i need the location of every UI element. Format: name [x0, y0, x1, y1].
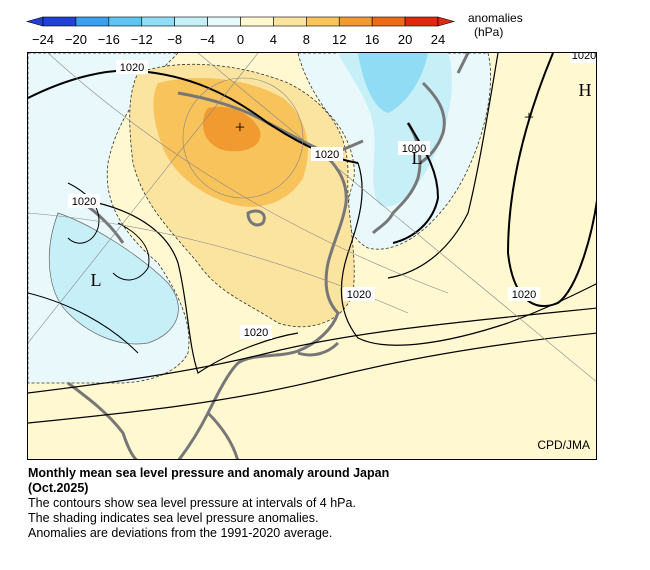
- contour-label: 1000: [402, 143, 426, 155]
- colorbar-tick-label: 12: [332, 32, 346, 47]
- contour-label: 1020: [120, 62, 144, 74]
- colorbar-tick-label: 4: [270, 32, 277, 47]
- colorbar-swatch: [273, 16, 307, 27]
- legend-title: anomalies: [468, 11, 523, 25]
- colorbar-right-arrow: [437, 16, 456, 27]
- caption-line3: The contours show sea level pressure at …: [28, 496, 356, 510]
- colorbar-tick-label: 0: [237, 32, 244, 47]
- colorbar-swatch: [371, 16, 406, 27]
- colorbar-tick-label: 24: [431, 32, 445, 47]
- contour-label: 1020: [512, 289, 536, 301]
- anomaly-colorbar: −24 −20 −16 −12 −8 −4 0 4 8 12 16 20 24: [25, 16, 456, 47]
- colorbar-left-arrow: [25, 16, 44, 27]
- contour-label: 1020: [347, 289, 371, 301]
- colorbar-swatch: [306, 16, 340, 27]
- colorbar-tick-label: −8: [167, 32, 182, 47]
- legend-unit: (hPa): [474, 25, 504, 39]
- colorbar-ticks: −24 −20 −16 −12 −8 −4 0 4 8 12 16 20 24: [32, 32, 445, 47]
- colorbar-tick-label: −16: [98, 32, 120, 47]
- colorbar-swatch: [42, 16, 77, 27]
- colorbar-swatch: [108, 16, 143, 27]
- colorbar-tick-label: −24: [32, 32, 54, 47]
- contour-labels: 1020 1020 1020 1020 1020 1020 1000 1020: [68, 53, 596, 339]
- colorbar-swatch: [75, 16, 110, 27]
- colorbar-tick-label: 20: [398, 32, 412, 47]
- positive-anomaly-max: [203, 106, 261, 152]
- colorbar-tick-label: 8: [303, 32, 310, 47]
- colorbar-swatch: [141, 16, 175, 27]
- isobars: [28, 53, 596, 424]
- anomaly-center-plus: +: [235, 117, 245, 137]
- low-pressure-symbol-east: L: [412, 148, 423, 168]
- coastlines: [67, 53, 470, 459]
- colorbar-swatch: [240, 16, 274, 27]
- colorbar-tick-label: 16: [365, 32, 379, 47]
- colorbar-tick-label: −12: [131, 32, 153, 47]
- low-pressure-symbol-west: L: [91, 270, 102, 290]
- colorbar-swatch: [338, 16, 373, 27]
- pressure-symbols: H L L + +: [91, 80, 592, 290]
- credit-label: CPD/JMA: [537, 438, 590, 452]
- deeper-negative-west: [48, 212, 179, 345]
- high-pressure-symbol: H: [579, 80, 592, 100]
- contour-label: 1020: [244, 327, 268, 339]
- high-center-plus: +: [524, 107, 534, 127]
- deepest-negative-east: [358, 53, 428, 113]
- colorbar-tick-label: −20: [65, 32, 87, 47]
- caption-title-line2: (Oct.2025): [28, 481, 89, 495]
- colorbar-swatch: [174, 16, 208, 27]
- caption-title-line1: Monthly mean sea level pressure and anom…: [28, 466, 390, 480]
- colorbar-swatches: [25, 16, 456, 27]
- caption-line4: The shading indicates sea level pressure…: [28, 511, 319, 525]
- pressure-map: 1020 1020 1020 1020 1020 1020 1000 1020 …: [27, 52, 597, 460]
- colorbar-tick-label: −4: [200, 32, 215, 47]
- contour-label: 1020: [315, 149, 339, 161]
- deeper-negative-east: [338, 53, 452, 207]
- contour-label: 1020: [72, 196, 96, 208]
- contour-label: 1020: [572, 53, 596, 62]
- colorbar-swatch: [207, 16, 241, 27]
- caption-line5: Anomalies are deviations from the 1991-2…: [28, 526, 333, 540]
- colorbar-swatch: [404, 16, 439, 27]
